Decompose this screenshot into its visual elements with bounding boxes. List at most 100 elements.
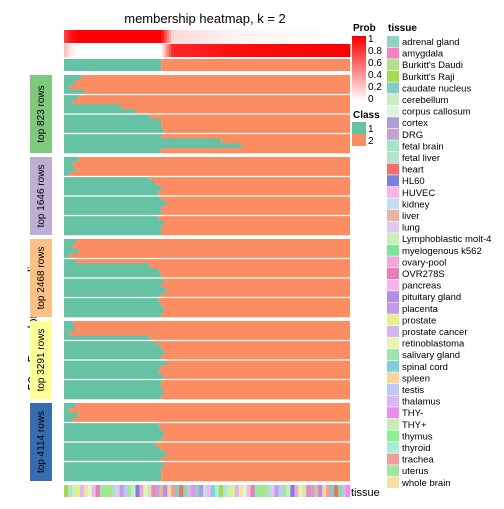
tissue-legend-swatch [387,140,399,152]
prob-gradient-cell [352,73,366,76]
membership-cell-class-2 [161,302,350,308]
prob-cell [92,44,96,57]
tissue-cell [75,485,81,497]
tissue-cell [346,485,351,497]
prob-cell [152,44,155,57]
membership-cell-class-2 [84,89,351,95]
prob-cell [159,30,163,43]
membership-cell-class-1 [64,412,79,418]
tissue-cell [254,485,260,497]
membership-cell-class-1 [64,471,162,477]
prob-gradient-cell [352,93,366,96]
prob-cell [90,44,93,57]
prob-cell [252,30,256,43]
prob-cell [230,44,234,57]
prob-cell [299,44,303,57]
prob-gradient-cell [352,51,366,54]
prob-cell [104,44,108,57]
class-cell-2 [161,59,350,71]
prob-cell [245,30,248,43]
tissue-legend-swatch [387,128,399,140]
prob-cell [199,30,203,43]
prob-cell [268,44,272,57]
prob-cell [259,44,263,57]
prob-legend-tick: 0.8 [368,46,382,57]
membership-cell-class-2 [241,143,350,149]
tissue-cell [79,485,85,497]
tissue-legend-swatch [387,244,399,256]
prob-cell [216,44,220,57]
membership-cell-class-1 [64,258,76,264]
membership-cell-class-2 [161,205,350,211]
tissue-legend-label: thymus [402,431,433,442]
prob-cell [230,30,234,43]
prob-cell [330,44,334,57]
class-legend-swatch [352,122,366,134]
prob-gradient-cell [352,40,366,43]
prob-cell [190,44,194,57]
prob-cell [242,44,246,57]
prob-gradient-cell [352,58,366,61]
prob-cell [149,44,153,57]
prob-legend-tick: 0.6 [368,58,382,69]
tissue-legend-label: Lymphoblastic molt-4 [402,234,491,245]
prob-cell [102,44,105,57]
membership-cell-class-2 [164,350,350,356]
tissue-cell [187,485,192,497]
membership-cell-class-2 [161,282,350,289]
prob-cell [135,44,139,57]
tissue-cell [195,485,200,497]
membership-cell-class-2 [155,181,350,187]
prob-cell [66,44,70,57]
tissue-cell [207,485,212,497]
tissue-cell [298,485,303,497]
membership-cell-class-2 [75,239,350,245]
tissue-cell [191,485,196,497]
tissue-cell [310,485,315,497]
prob-cell [283,44,287,57]
membership-cell-class-1 [64,230,162,236]
prob-cell [90,30,93,43]
prob-cell [342,44,346,57]
tissue-legend-swatch [387,337,399,349]
prob-cell [311,30,315,43]
prob-cell [271,30,275,43]
membership-cell-class-2 [72,99,350,105]
tissue-legend-swatch [387,302,399,314]
prob-cell [68,44,72,57]
prob-cell [292,30,296,43]
tissue-cell [250,485,256,497]
membership-cell-class-2 [158,297,350,303]
membership-cell-class-1 [64,302,162,308]
membership-cell-class-1 [64,148,162,154]
prob-cell [330,30,334,43]
prob-cell [247,44,251,57]
membership-cell-class-2 [161,225,350,231]
row-group-label: top 2468 rows [36,247,47,310]
tissue-cell [99,485,105,497]
prob-gradient-cell [352,49,366,52]
membership-cell-class-2 [75,325,350,332]
prob-cell [99,44,103,57]
tissue-legend-swatch [387,418,399,430]
tissue-legend-swatch [387,47,399,59]
tissue-cell [183,485,188,497]
membership-cell-class-1 [64,114,150,120]
membership-cell-class-2 [166,287,350,293]
prob-cell [171,30,175,43]
prob-cell [109,44,113,57]
tissue-legend-label: retinoblastoma [402,339,465,350]
prob-cell [178,30,182,43]
prob-cell [116,30,120,43]
tissue-legend-label: pancreas [402,281,441,292]
membership-cell-class-2 [158,191,350,197]
tissue-legend-swatch [387,465,399,477]
prob-cell [288,30,291,43]
prob-cell [73,30,77,43]
membership-cell-class-1 [64,466,162,472]
membership-cell-class-2 [164,389,350,395]
row-group-label: top 3291 rows [36,329,47,392]
membership-cell-class-2 [161,210,350,216]
membership-cell-class-1 [64,268,159,274]
membership-cell-class-1 [64,307,165,313]
